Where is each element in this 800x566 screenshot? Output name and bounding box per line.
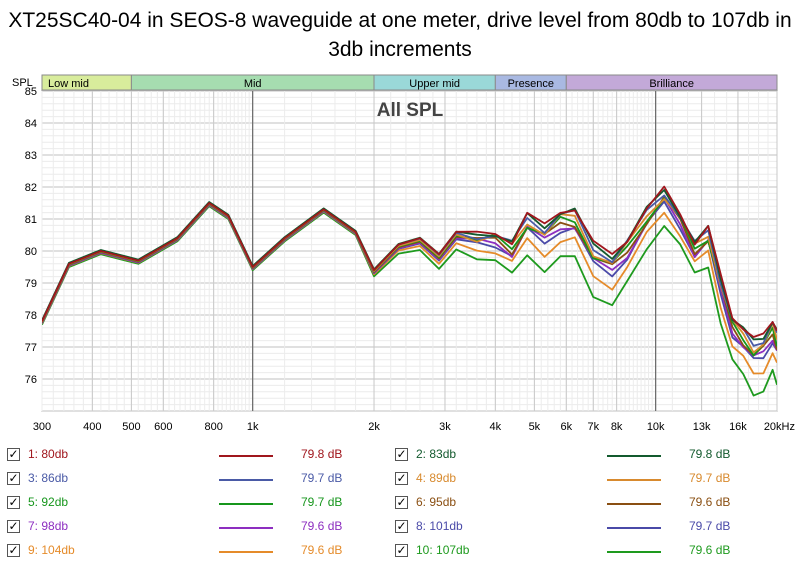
y-axis-label: SPL: [12, 77, 33, 89]
x-tick-label: 8k: [611, 421, 623, 433]
legend-value: 79.7 dB: [689, 471, 731, 485]
frequency-band-bar: Low mid Mid Upper mid Presence Brilliance: [41, 74, 778, 91]
x-tick-label: 4k: [490, 421, 502, 433]
y-tick-label: 77: [25, 342, 37, 354]
y-tick-label: 84: [25, 118, 37, 130]
legend-series-label: 3: 86db: [28, 471, 69, 485]
series-checkbox[interactable]: ✓: [7, 471, 20, 485]
band-label: Brilliance: [649, 78, 694, 90]
y-tick-label: 78: [25, 310, 37, 322]
legend-entry: ✓ 1: 80db 79.8 dB: [7, 445, 397, 467]
x-tick-label: 600: [154, 421, 172, 433]
legend-line-swatch: [219, 551, 273, 553]
spl-curves: [42, 185, 777, 397]
x-tick-label: 2k: [368, 421, 380, 433]
legend-value: 79.6 dB: [301, 519, 343, 533]
legend-entry: ✓ 2: 83db 79.8 dB: [395, 445, 785, 467]
legend-value: 79.7 dB: [301, 471, 343, 485]
series-checkbox[interactable]: ✓: [395, 471, 408, 485]
x-tick-label: 16k: [729, 421, 747, 433]
x-tick-label: 20kHz: [764, 421, 795, 433]
spl-chart: Low mid Mid Upper mid Presence Brilliance SP…: [12, 74, 795, 433]
legend-entry: ✓ 10: 107db 79.6 dB: [395, 541, 785, 563]
legend-line-swatch: [607, 479, 661, 481]
chart-title: XT25SC40-04 in SEOS-8 waveguide at one m…: [8, 9, 792, 61]
legend-entry: ✓ 7: 98db 79.6 dB: [7, 517, 397, 539]
band-label: Mid: [244, 78, 262, 90]
legend-entry: ✓ 4: 89db 79.7 dB: [395, 469, 785, 491]
series-checkbox[interactable]: ✓: [395, 447, 408, 461]
legend-series-label: 9: 104db: [28, 543, 75, 557]
legend-series-label: 8: 101db: [416, 519, 463, 533]
x-tick-label: 1k: [247, 421, 259, 433]
legend-line-swatch: [219, 455, 273, 457]
x-tick-label: 7k: [587, 421, 599, 433]
band-label: Upper mid: [409, 78, 460, 90]
y-tick-label: 83: [25, 150, 37, 162]
series-checkbox[interactable]: ✓: [395, 495, 408, 509]
series-checkbox[interactable]: ✓: [395, 519, 408, 533]
x-tick-label: 6k: [560, 421, 572, 433]
plot-inner-title: All SPL: [377, 100, 444, 121]
legend-line-swatch: [219, 503, 273, 505]
curve-1-80db: [42, 185, 777, 338]
band-label: Presence: [508, 78, 554, 90]
y-tick-labels: 85 84 83 82 81 80 79 78 77 76: [25, 86, 37, 386]
x-tick-label: 500: [122, 421, 140, 433]
x-tick-label: 300: [33, 421, 51, 433]
series-checkbox[interactable]: ✓: [7, 543, 20, 557]
x-tick-label: 800: [204, 421, 222, 433]
legend-series-label: 7: 98db: [28, 519, 69, 533]
legend-entry: ✓ 6: 95db 79.6 dB: [395, 493, 785, 515]
y-tick-label: 81: [25, 214, 37, 226]
legend-entry: ✓ 5: 92db 79.7 dB: [7, 493, 397, 515]
legend-line-swatch: [607, 503, 661, 505]
y-tick-label: 79: [25, 278, 37, 290]
series-checkbox[interactable]: ✓: [7, 495, 20, 509]
legend-line-swatch: [607, 551, 661, 553]
legend-series-label: 6: 95db: [416, 495, 457, 509]
y-tick-label: 82: [25, 182, 37, 194]
y-tick-label: 85: [25, 86, 37, 98]
x-tick-labels: 300 400 500 600 800 1k 2k 3k 4k 5k 6k 7k 8k 10k 13k 16k…: [33, 421, 795, 433]
legend-line-swatch: [607, 527, 661, 529]
y-tick-label: 76: [25, 374, 37, 386]
x-tick-label: 400: [83, 421, 101, 433]
legend-series-label: 10: 107db: [416, 543, 470, 557]
y-tick-label: 80: [25, 246, 37, 258]
legend-series-label: 2: 83db: [416, 447, 457, 461]
legend-series-label: 1: 80db: [28, 447, 69, 461]
band-brilliance: [565, 74, 778, 91]
series-checkbox[interactable]: ✓: [395, 543, 408, 557]
legend-value: 79.6 dB: [689, 543, 731, 557]
legend-value: 79.7 dB: [689, 519, 731, 533]
legend-value: 79.6 dB: [301, 543, 343, 557]
x-tick-label: 10k: [647, 421, 665, 433]
series-checkbox[interactable]: ✓: [7, 519, 20, 533]
legend-entry: ✓ 3: 86db 79.7 dB: [7, 469, 397, 491]
gridlines: [41, 90, 778, 412]
legend-value: 79.7 dB: [301, 495, 343, 509]
legend-entry: ✓ 9: 104db 79.6 dB: [7, 541, 397, 563]
x-tick-label: 5k: [529, 421, 541, 433]
series-checkbox[interactable]: ✓: [7, 447, 20, 461]
legend-value: 79.8 dB: [301, 447, 343, 461]
legend-series-label: 4: 89db: [416, 471, 457, 485]
legend-value: 79.6 dB: [689, 495, 731, 509]
x-tick-label: 13k: [693, 421, 711, 433]
legend-line-swatch: [219, 479, 273, 481]
x-tick-label: 3k: [439, 421, 451, 433]
legend-series-label: 5: 92db: [28, 495, 69, 509]
legend-entry: ✓ 8: 101db 79.7 dB: [395, 517, 785, 539]
legend-line-swatch: [219, 527, 273, 529]
legend-value: 79.8 dB: [689, 447, 731, 461]
legend-line-swatch: [607, 455, 661, 457]
band-label: Low mid: [48, 78, 89, 90]
